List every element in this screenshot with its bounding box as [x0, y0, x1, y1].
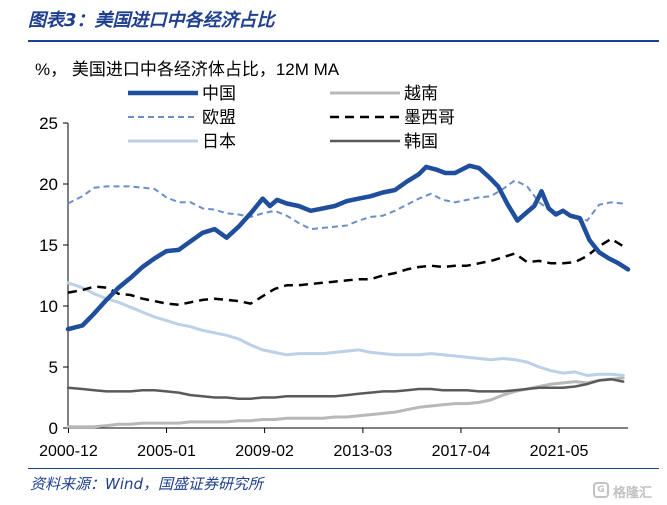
- title-divider: [28, 40, 659, 42]
- series-line-3: [66, 376, 625, 429]
- series-line-1: [67, 179, 624, 231]
- legend-label-1: 欧盟: [202, 108, 236, 127]
- legend-label-3: 越南: [404, 84, 438, 103]
- y-tick-label: 0: [49, 419, 58, 438]
- series-line-4: [67, 237, 624, 307]
- figure-header: 图表3：美国进口中各经济占比: [8, 0, 659, 42]
- x-tick-label: 2017-04: [432, 443, 491, 460]
- source-divider: [28, 468, 659, 469]
- x-tick-label: 2000-12: [39, 443, 98, 460]
- legend-label-5: 韩国: [404, 132, 438, 151]
- y-tick-label: 20: [39, 175, 58, 194]
- source-note: 资料来源：Wind，国盛证券研究所: [30, 475, 264, 493]
- y-tick-label: 10: [39, 297, 58, 316]
- x-tick-label: 2005-01: [137, 443, 196, 460]
- y-tick-label: 25: [39, 114, 58, 133]
- x-tick-label: 2021-05: [530, 443, 589, 460]
- y-tick-label: 5: [49, 358, 58, 377]
- watermark-logo-icon: G: [593, 482, 609, 498]
- x-tick-label: 2009-02: [235, 443, 294, 460]
- watermark: G 格隆汇: [591, 480, 659, 502]
- legend-label-4: 墨西哥: [404, 108, 455, 127]
- chart-axes: 0 5 10 15 20 25 2000-12 2005-01 2009-02 2013-03 20…: [39, 114, 628, 460]
- figure-title: 图表3：美国进口中各经济占比: [28, 10, 275, 31]
- legend-label-0: 中国: [202, 84, 236, 103]
- series-line-5: [66, 377, 625, 400]
- series-line-0: [65, 163, 631, 332]
- series-line-2: [66, 281, 625, 377]
- watermark-text: 格隆汇: [613, 486, 653, 501]
- chart-subtitle: %， 美国进口中各经济体占比，12M MA: [35, 60, 340, 79]
- y-tick-label: 15: [39, 236, 58, 255]
- x-tick-label: 2013-03: [334, 443, 393, 460]
- legend-label-2: 日本: [202, 132, 236, 151]
- chart-series-layer: [65, 163, 631, 429]
